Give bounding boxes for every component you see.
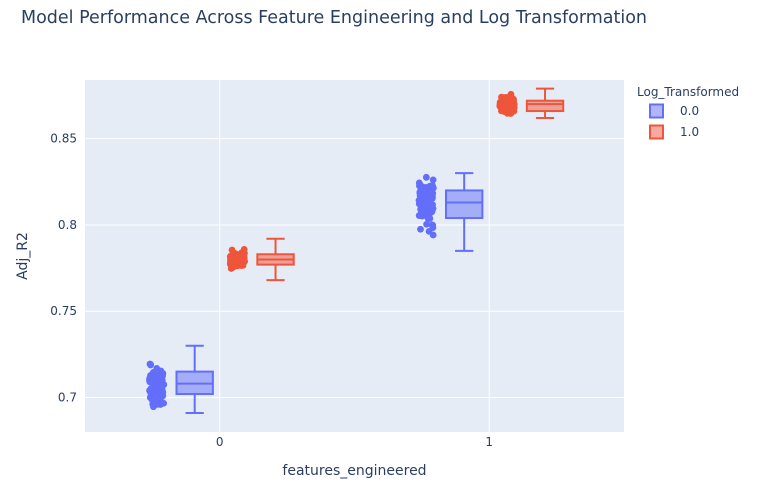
data-point [148,377,155,385]
data-point [429,182,436,189]
data-point [498,104,505,112]
legend-swatch [649,103,664,119]
x-axis-label: features_engineered [282,463,426,479]
y-tick-label: 0.75 [50,304,77,318]
y-tick-label: 0.7 [58,390,77,404]
x-tick-label: 0 [216,435,224,449]
data-point [503,107,511,115]
data-point [148,395,156,403]
data-point [157,399,165,407]
data-point [429,231,437,239]
data-point [153,372,161,380]
data-point [146,387,153,394]
data-point [418,195,426,202]
data-point [417,185,425,192]
y-tick-label: 0.85 [50,132,77,146]
x-tick-label: 1 [485,435,493,449]
data-point [228,246,236,254]
legend-item-0.0: 0.0 [649,103,699,119]
data-point [417,225,424,233]
legend-label: 1.0 [680,125,699,139]
data-point [150,403,157,411]
series-1.0 [226,87,565,282]
data-point [239,254,247,262]
plot-area [85,80,624,432]
data-point [423,220,430,228]
chart-title: Model Performance Across Feature Enginee… [21,8,647,28]
legend-label: 0.0 [680,104,699,118]
data-point [428,208,435,216]
data-point [146,360,154,368]
legend-swatch [649,124,664,140]
data-point [424,215,432,222]
box-1 [444,189,484,220]
data-point [240,245,248,253]
data-point [426,189,434,197]
y-tick-label: 0.8 [58,218,77,232]
data-point [158,391,166,399]
gridlines [85,80,624,432]
legend-item-1.0: 1.0 [649,124,699,140]
legend-title: Log_Transformed [637,85,739,99]
legend: Log_Transformed 0.0 1.0 [637,85,739,140]
data-point [419,204,427,212]
data-point [422,173,430,181]
y-axis-ticks: 0.7 0.75 0.8 0.85 [50,132,77,405]
data-point [429,176,437,184]
data-point [228,262,236,270]
legend-items: 0.0 1.0 [649,103,699,140]
box-1 [525,99,565,113]
data-point [503,97,511,105]
series-0.0 [146,172,484,415]
y-axis-label: Adj_R2 [15,232,31,280]
data-point [153,364,161,372]
chart-marks [146,87,565,415]
data-point [158,383,166,390]
data-point [232,254,240,262]
